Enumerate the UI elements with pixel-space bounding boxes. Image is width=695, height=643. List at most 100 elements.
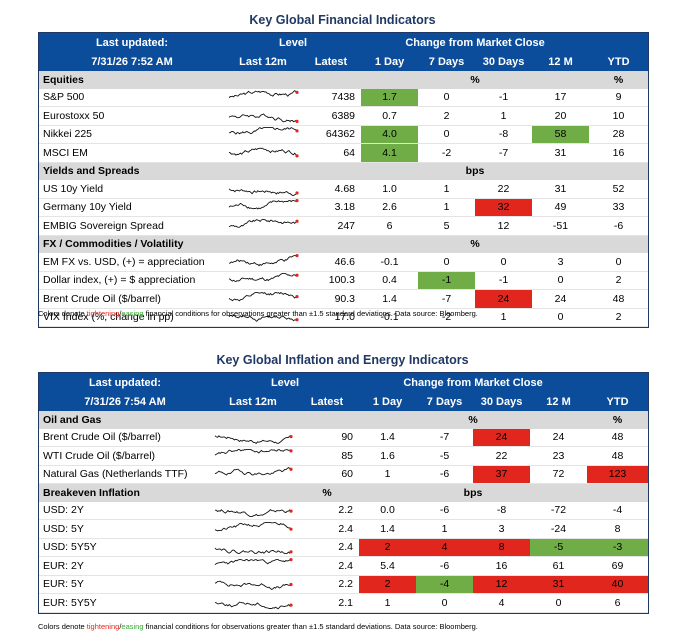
change-d7: 0 [443, 91, 450, 104]
change-m12: 24 [554, 292, 567, 305]
section-level-unit: % [295, 483, 360, 502]
sparkline-cell [211, 447, 295, 466]
indicator-name: Brent Crude Oil ($/barrel) [43, 431, 161, 444]
change-d30: 0 [500, 255, 507, 268]
change-d7: 2 [443, 109, 450, 122]
footnote: Colors denote tightening/easing financia… [38, 622, 478, 631]
change-m12: -72 [550, 504, 567, 517]
column-header-ytd: YTD [589, 52, 649, 71]
change-d7: 0 [441, 596, 448, 609]
change-d7: -5 [439, 449, 450, 462]
table-row: VIX Index (%, change in pp) 17.0 -0.1 -2 1 0 2 [39, 308, 649, 327]
change-ytd: 0 [615, 255, 622, 268]
table-row: USD: 5Y5Y 2.4 2 4 8 -5 -3 [39, 538, 649, 557]
indicator-name: Nikkei 225 [43, 128, 93, 141]
change-m12: 0 [557, 274, 564, 287]
latest-value: 17.0 [334, 311, 356, 324]
change-ytd: 48 [611, 431, 624, 444]
column-header-ytd: YTD [587, 392, 649, 411]
indicator-name: EMBIG Sovereign Spread [43, 219, 164, 232]
change-d7: -1 [418, 271, 476, 290]
section-spacer [211, 483, 295, 502]
sparkline-icon [228, 253, 299, 267]
indicator-name: Brent Crude Oil ($/barrel) [43, 292, 161, 305]
change-d1: -0.1 [380, 255, 399, 268]
change-d7: 5 [443, 219, 450, 232]
change-d1: 1.4 [380, 431, 395, 444]
change-d30: -8 [498, 128, 509, 141]
table-row: USD: 5Y 2.4 1.4 1 3 -24 8 [39, 520, 649, 538]
indicator-name: Natural Gas (Netherlands TTF) [43, 468, 188, 481]
change-m12: 20 [554, 109, 567, 122]
column-header-d7: 7 Days [416, 392, 474, 411]
column-header-d30: 30 Days [475, 52, 533, 71]
ytd-spacer [589, 33, 649, 52]
sparkline-icon [228, 291, 299, 302]
change-ytd: 52 [612, 182, 625, 195]
sparkline-icon [228, 188, 299, 196]
change-d30: 4 [498, 596, 505, 609]
change-ytd: 123 [587, 465, 649, 484]
indicator-name: EUR: 2Y [43, 559, 84, 572]
indicator-name: Germany 10y Yield [43, 201, 132, 214]
sparkline-cell [211, 594, 295, 613]
financial-table: Last updated: Level Change from Market Clo… [39, 33, 649, 327]
change-header: Change from Market Close [361, 33, 590, 52]
sparkline-icon [214, 448, 293, 456]
change-d30: 1 [500, 311, 507, 324]
sparkline-icon [215, 509, 293, 518]
change-d1: 1.7 [361, 88, 419, 107]
change-ytd: -4 [612, 504, 623, 517]
change-d1: 1.0 [382, 182, 397, 195]
latest-value: 85 [341, 449, 354, 462]
change-d7: 4 [416, 538, 474, 557]
change-d30: -1 [498, 91, 509, 104]
latest-value: 100.3 [328, 274, 356, 287]
section-row: Yields and Spreads bps [39, 162, 649, 180]
change-ytd: -6 [613, 219, 624, 232]
change-d1: 4.1 [361, 143, 419, 162]
column-header-last12m: Last 12m [211, 392, 295, 411]
table-row: EUR: 5Y 2.2 2 -4 12 31 40 [39, 575, 649, 594]
change-d1: 1.4 [382, 292, 397, 305]
header-row: 7/31/26 7:54 AM Last 12m Latest 1 Day 7 Days… [39, 392, 649, 411]
section-change-unit: bps [361, 162, 590, 180]
section-name: Yields and Spreads [39, 162, 225, 180]
change-d30: 3 [498, 522, 505, 535]
section-row: Breakeven Inflation% bps [39, 483, 649, 502]
change-d30: -8 [496, 504, 507, 517]
section-name: Oil and Gas [39, 411, 211, 429]
latest-value: 2.4 [338, 541, 354, 554]
section-spacer [211, 411, 295, 429]
sparkline-cell [225, 125, 301, 144]
change-d1: 5.4 [380, 559, 395, 572]
column-header-d7: 7 Days [418, 52, 476, 71]
table-row: Eurostoxx 50 6389 0.7 2 1 20 10 [39, 107, 649, 125]
column-header-d1: 1 Day [359, 392, 417, 411]
change-m12: 58 [532, 125, 590, 144]
section-ytd-unit [589, 235, 649, 253]
change-ytd: 48 [611, 449, 624, 462]
section-change-unit: bps [359, 483, 588, 502]
change-d30: 22 [497, 182, 510, 195]
change-m12: -51 [552, 219, 569, 232]
latest-value: 2.4 [338, 559, 354, 572]
change-d7: -2 [441, 146, 452, 159]
indicator-name: S&P 500 [43, 91, 85, 104]
table-row: Nikkei 225 64362 4.0 0 -8 58 28 [39, 125, 649, 144]
section-level-unit [301, 162, 362, 180]
change-d7: -6 [439, 504, 450, 517]
section-change-unit: % [359, 411, 588, 429]
column-header-m12: 12 M [530, 392, 588, 411]
change-ytd: 8 [614, 522, 621, 535]
latest-value: 2.1 [338, 596, 354, 609]
table-row: Natural Gas (Netherlands TTF) 60 1 -6 37 72 12… [39, 465, 649, 484]
change-d30: 37 [473, 465, 531, 484]
change-d30: 32 [475, 198, 533, 217]
header-row: Last updated: Level Change from Market Clo… [39, 33, 649, 52]
sparkline-cell [211, 557, 295, 576]
change-ytd: 6 [614, 596, 621, 609]
change-d1: 1.6 [380, 449, 395, 462]
indicator-name: VIX Index (%, change in pp) [43, 311, 174, 324]
section-ytd-unit [589, 162, 649, 180]
